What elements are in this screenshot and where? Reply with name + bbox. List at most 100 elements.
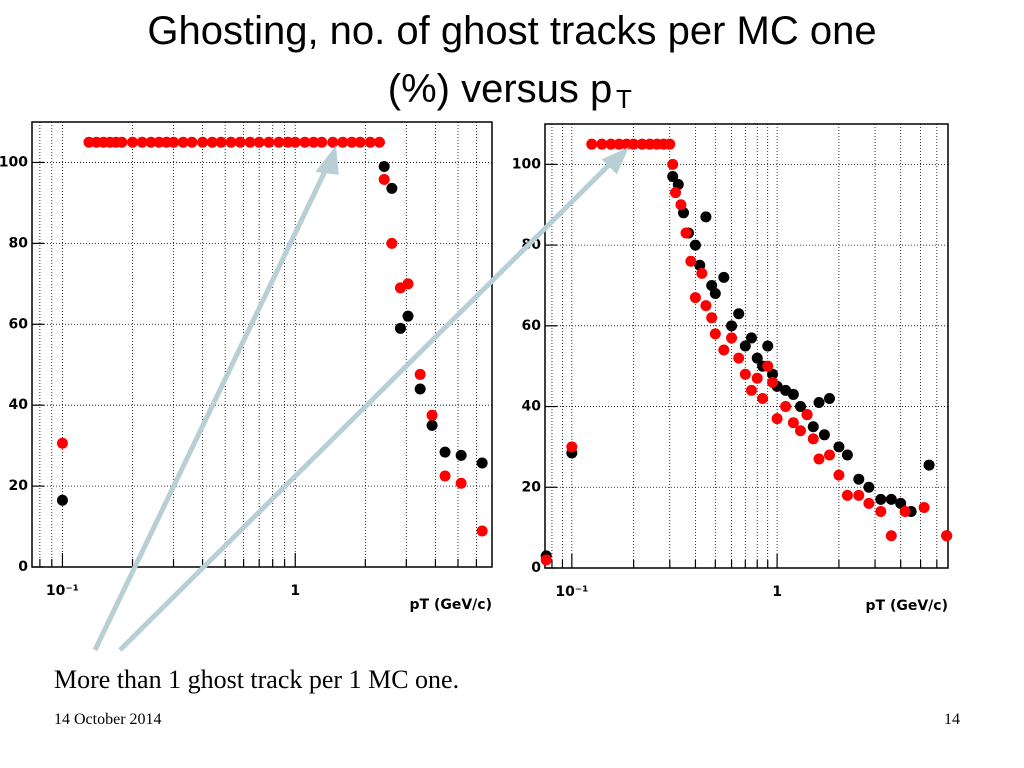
- data-point: [813, 453, 825, 465]
- data-point: [745, 332, 757, 344]
- data-point: [718, 344, 730, 356]
- data-point: [327, 136, 339, 148]
- data-point: [709, 288, 721, 300]
- x-tick-label: 10⁻¹: [555, 584, 588, 600]
- data-point: [700, 300, 712, 312]
- data-point: [818, 429, 830, 441]
- data-point: [402, 278, 414, 290]
- data-point: [696, 267, 708, 279]
- data-point: [762, 360, 774, 372]
- data-point: [402, 310, 414, 322]
- data-point: [875, 493, 887, 505]
- arrowhead: [601, 147, 629, 175]
- data-point: [795, 425, 807, 437]
- data-point: [726, 332, 738, 344]
- date: 14 October 2014: [54, 711, 162, 728]
- arrowhead: [315, 145, 339, 175]
- data-point: [795, 401, 807, 413]
- y-tick-label: 100: [512, 156, 541, 172]
- data-point: [670, 187, 682, 199]
- x-tick-label: 1: [290, 583, 300, 599]
- data-point: [853, 473, 865, 485]
- data-point: [895, 497, 907, 509]
- data-point: [875, 505, 887, 517]
- data-point: [244, 136, 256, 148]
- data-point: [706, 312, 718, 324]
- x-tick-label: 1: [772, 584, 782, 600]
- data-point: [596, 138, 608, 150]
- data-point: [885, 530, 897, 542]
- data-point: [145, 136, 157, 148]
- data-point: [733, 308, 745, 320]
- data-point: [675, 199, 687, 211]
- data-point: [299, 136, 311, 148]
- data-point: [289, 136, 301, 148]
- plot-area: [31, 121, 493, 568]
- data-point: [689, 239, 701, 251]
- data-point: [762, 340, 774, 352]
- data-point: [787, 417, 799, 429]
- data-point: [745, 384, 757, 396]
- arrows: [92, 145, 629, 652]
- data-point: [923, 459, 935, 471]
- data-point: [263, 136, 275, 148]
- data-point: [56, 437, 68, 449]
- data-point: [841, 489, 853, 501]
- data-point: [813, 397, 825, 409]
- data-point: [426, 419, 438, 431]
- page-number: 14: [944, 711, 960, 728]
- y-tick-label: 60: [9, 316, 29, 332]
- data-point: [426, 409, 438, 421]
- data-point: [667, 170, 679, 182]
- data-point: [726, 320, 738, 332]
- data-point: [364, 136, 376, 148]
- data-point: [885, 493, 897, 505]
- x-axis-label: pT (GeV/c): [410, 597, 492, 613]
- data-point: [225, 136, 237, 148]
- data-point: [540, 554, 552, 566]
- data-point: [566, 441, 578, 453]
- y-tick-label: 100: [0, 154, 28, 170]
- data-point: [414, 368, 426, 380]
- y-tick-label: 40: [522, 399, 542, 415]
- data-point: [685, 255, 697, 267]
- caption: More than 1 ghost track per 1 MC one.: [54, 665, 459, 694]
- y-tick-label: 20: [522, 479, 542, 495]
- data-point: [824, 392, 836, 404]
- data-point: [273, 136, 285, 148]
- data-point: [628, 138, 640, 150]
- data-point: [234, 136, 246, 148]
- data-point: [863, 497, 875, 509]
- data-point: [476, 457, 488, 469]
- data-point: [386, 182, 398, 194]
- data-point: [116, 136, 128, 148]
- data-point: [787, 388, 799, 400]
- data-point: [664, 138, 676, 150]
- title-line: (%) versus p: [388, 67, 613, 111]
- data-point: [206, 136, 218, 148]
- data-point: [801, 409, 813, 421]
- title-line: Ghosting, no. of ghost tracks per MC one: [147, 9, 876, 53]
- data-point: [700, 211, 712, 223]
- data-point: [127, 136, 139, 148]
- data-point: [386, 237, 398, 249]
- data-point: [439, 470, 451, 482]
- data-point: [863, 481, 875, 493]
- data-point: [439, 446, 451, 458]
- data-point: [757, 392, 769, 404]
- data-point: [476, 525, 488, 537]
- y-tick-label: 20: [9, 478, 29, 494]
- data-point: [767, 376, 779, 388]
- data-point: [316, 136, 328, 148]
- data-point: [918, 501, 930, 513]
- x-tick-label: 10⁻¹: [46, 583, 79, 599]
- arrow: [118, 160, 614, 652]
- data-point: [733, 352, 745, 364]
- data-point: [807, 433, 819, 445]
- data-point: [824, 449, 836, 461]
- data-point: [941, 530, 953, 542]
